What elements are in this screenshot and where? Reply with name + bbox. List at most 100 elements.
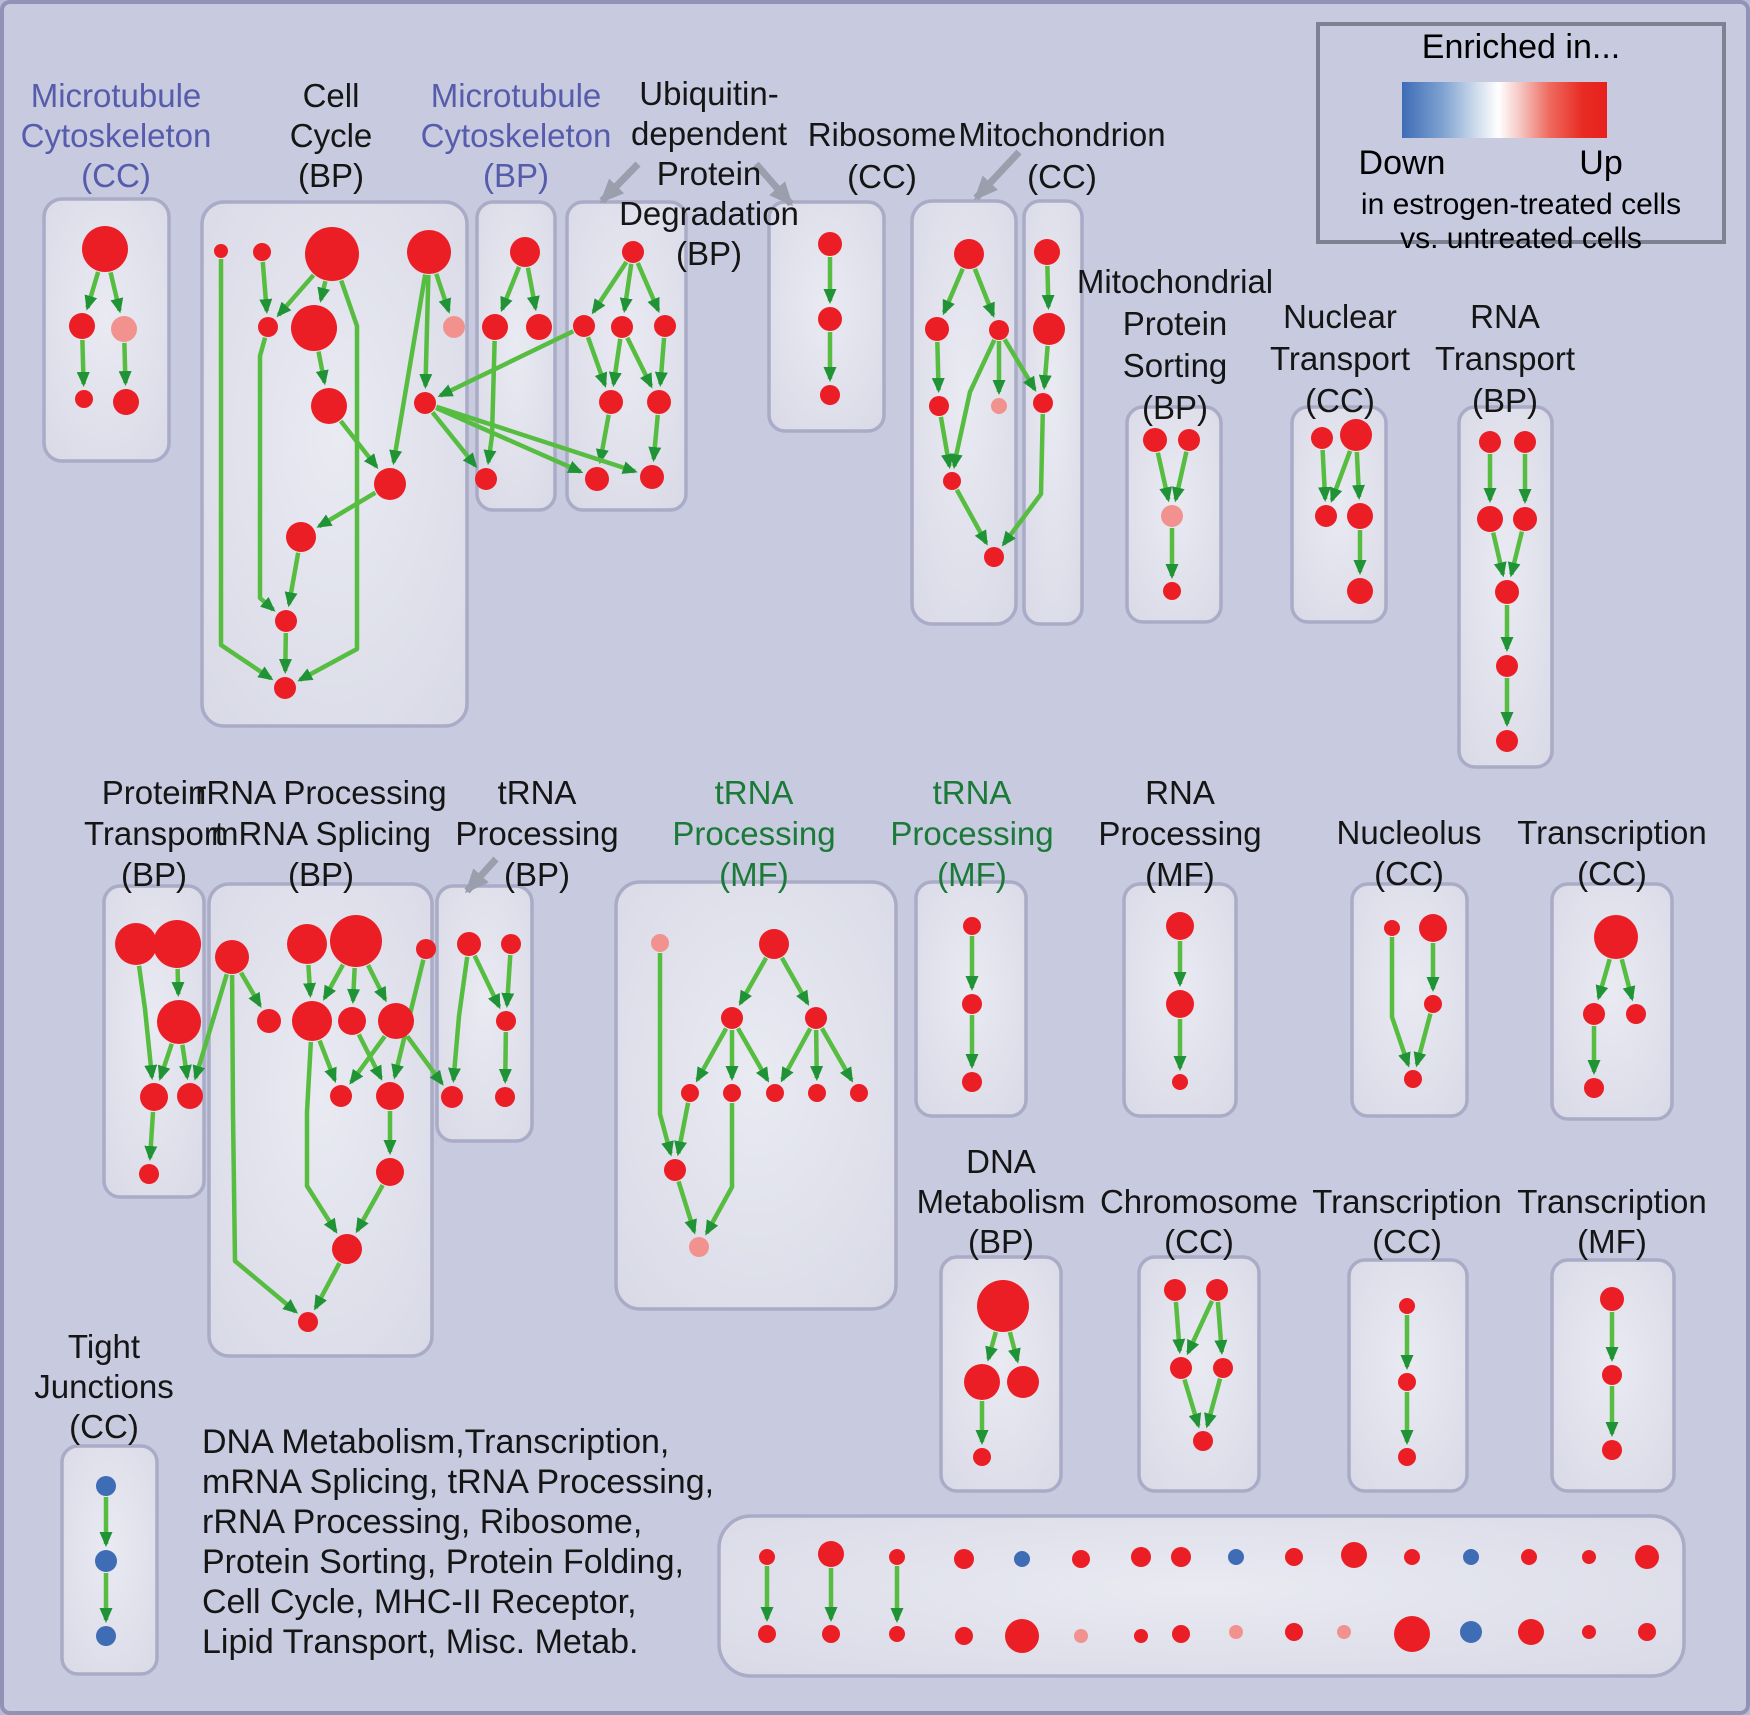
network-edge	[313, 1262, 342, 1311]
gene-node-up	[113, 389, 139, 415]
gene-node-up	[1347, 503, 1373, 529]
gene-node-up	[1134, 1629, 1148, 1643]
cluster-box-mt-cc	[42, 197, 171, 463]
network-edge	[419, 274, 433, 390]
network-edge	[259, 261, 273, 315]
network-edge	[157, 1043, 174, 1081]
gene-node-up	[681, 1084, 699, 1102]
network-canvas	[42, 149, 1686, 1678]
cluster-label-line: (BP)	[121, 856, 187, 893]
gene-node-up	[475, 468, 497, 490]
gene-node-weak-up	[1229, 1625, 1243, 1639]
network-edge	[349, 1034, 387, 1085]
network-edge	[949, 339, 997, 470]
gene-node-up	[1394, 1616, 1430, 1652]
network-edge	[435, 404, 638, 474]
cluster-label-line: (MF)	[1577, 1223, 1647, 1260]
gene-node-down	[1228, 1549, 1244, 1565]
gene-node-up	[330, 1085, 352, 1107]
network-edge	[1182, 1378, 1202, 1429]
network-edge	[315, 351, 329, 386]
network-edge	[108, 271, 124, 314]
cluster-label-dna-metabolism: DNA Metabolism (BP)	[917, 1142, 1086, 1262]
gene-node-up	[1341, 1542, 1367, 1568]
gene-node-up	[1347, 578, 1373, 604]
cluster-label-trna-bp: tRNA Processing (BP)	[455, 772, 618, 895]
cluster-label-rna-transport: RNA Transport (BP)	[1435, 296, 1575, 422]
gene-node-up	[1521, 1549, 1537, 1565]
gene-node-up	[758, 1625, 776, 1643]
gene-node-up	[850, 1084, 868, 1102]
network-edge	[931, 341, 945, 394]
gene-node-up	[338, 1007, 366, 1035]
gene-node-up	[1600, 1287, 1624, 1311]
gene-node-up	[1033, 393, 1053, 413]
gene-node-up	[1311, 427, 1333, 449]
cluster-label-line: (BP)	[298, 157, 364, 194]
gene-node-up	[1399, 1298, 1415, 1314]
gene-node-up	[1213, 1358, 1233, 1378]
gene-node-up	[496, 1011, 516, 1031]
gene-node-up	[1602, 1440, 1622, 1460]
gene-node-up	[495, 1087, 515, 1107]
gene-node-up	[82, 226, 128, 272]
legend-gradient-bar	[1402, 82, 1607, 138]
cluster-label-line: Nucleolus	[1336, 814, 1482, 851]
gene-node-up	[654, 315, 676, 337]
network-edge	[695, 1027, 729, 1083]
cluster-label-transcription-cc-2: Transcription (CC)	[1312, 1182, 1502, 1262]
gene-node-up	[1384, 920, 1400, 936]
gene-node-up	[889, 1626, 905, 1642]
network-edge	[499, 266, 522, 313]
cluster-label-mt-cc: Microtubule Cytoskeleton (CC)	[21, 76, 212, 196]
cluster-box-mito	[1022, 199, 1084, 626]
network-edge	[625, 336, 654, 389]
gene-node-up	[1172, 1625, 1190, 1643]
network-edge	[1171, 451, 1189, 503]
cluster-label-line: (BP)	[675, 235, 742, 272]
gene-node-up	[1626, 1004, 1646, 1024]
network-edge	[366, 964, 388, 1003]
cluster-label-line: Cytoskeleton	[420, 117, 612, 154]
cluster-label-line: (CC)	[1372, 1223, 1442, 1260]
cluster-label-line: (BP)	[504, 856, 570, 893]
network-edge	[674, 1102, 691, 1157]
network-edge	[657, 953, 674, 1157]
network-edge	[434, 273, 451, 314]
label-pointer-arrow	[753, 161, 794, 207]
gene-node-weak-up	[1074, 1629, 1088, 1643]
cluster-label-rna-proc-mf: RNA Processing (MF)	[1098, 772, 1261, 895]
network-edge	[435, 405, 584, 474]
gene-node-up	[955, 1627, 973, 1645]
cluster-label-line: Protein	[1122, 305, 1228, 342]
gene-node-up	[943, 472, 961, 490]
gene-node-up	[1398, 1373, 1416, 1391]
network-edge	[525, 267, 540, 312]
gene-node-up	[526, 314, 552, 340]
gene-node-up	[374, 468, 406, 500]
cluster-label-mt-bp: Microtubule Cytoskeleton (BP)	[421, 76, 612, 196]
gene-node-up	[1285, 1548, 1303, 1566]
network-edge	[118, 342, 132, 387]
misc-text-line: DNA Metabolism,Transcription,	[202, 1423, 670, 1461]
network-edge	[136, 965, 158, 1081]
network-edge	[437, 329, 575, 398]
gene-node-up	[69, 313, 95, 339]
cluster-label-line: Cycle	[289, 117, 373, 154]
cluster-label-line: RNA	[1470, 298, 1540, 335]
gene-node-up	[291, 305, 337, 351]
gene-node-up	[1584, 1078, 1604, 1098]
gene-node-down	[96, 1476, 116, 1496]
gene-node-up	[1582, 1625, 1596, 1639]
misc-categories-text: DNA Metabolism,Transcription, mRNA Splici…	[202, 1422, 714, 1662]
cluster-label-line: Transcription	[1312, 1183, 1502, 1220]
gene-node-up	[820, 385, 840, 405]
network-edge	[239, 971, 262, 1009]
label-pointer-arrow	[599, 161, 641, 204]
gene-node-weak-up	[1161, 505, 1183, 527]
gene-node-up	[973, 1448, 991, 1466]
cluster-label-ribosome: Ribosome (CC)	[808, 114, 957, 198]
network-edge	[278, 632, 292, 675]
gene-node-up	[962, 994, 982, 1014]
network-edge	[820, 1027, 854, 1083]
